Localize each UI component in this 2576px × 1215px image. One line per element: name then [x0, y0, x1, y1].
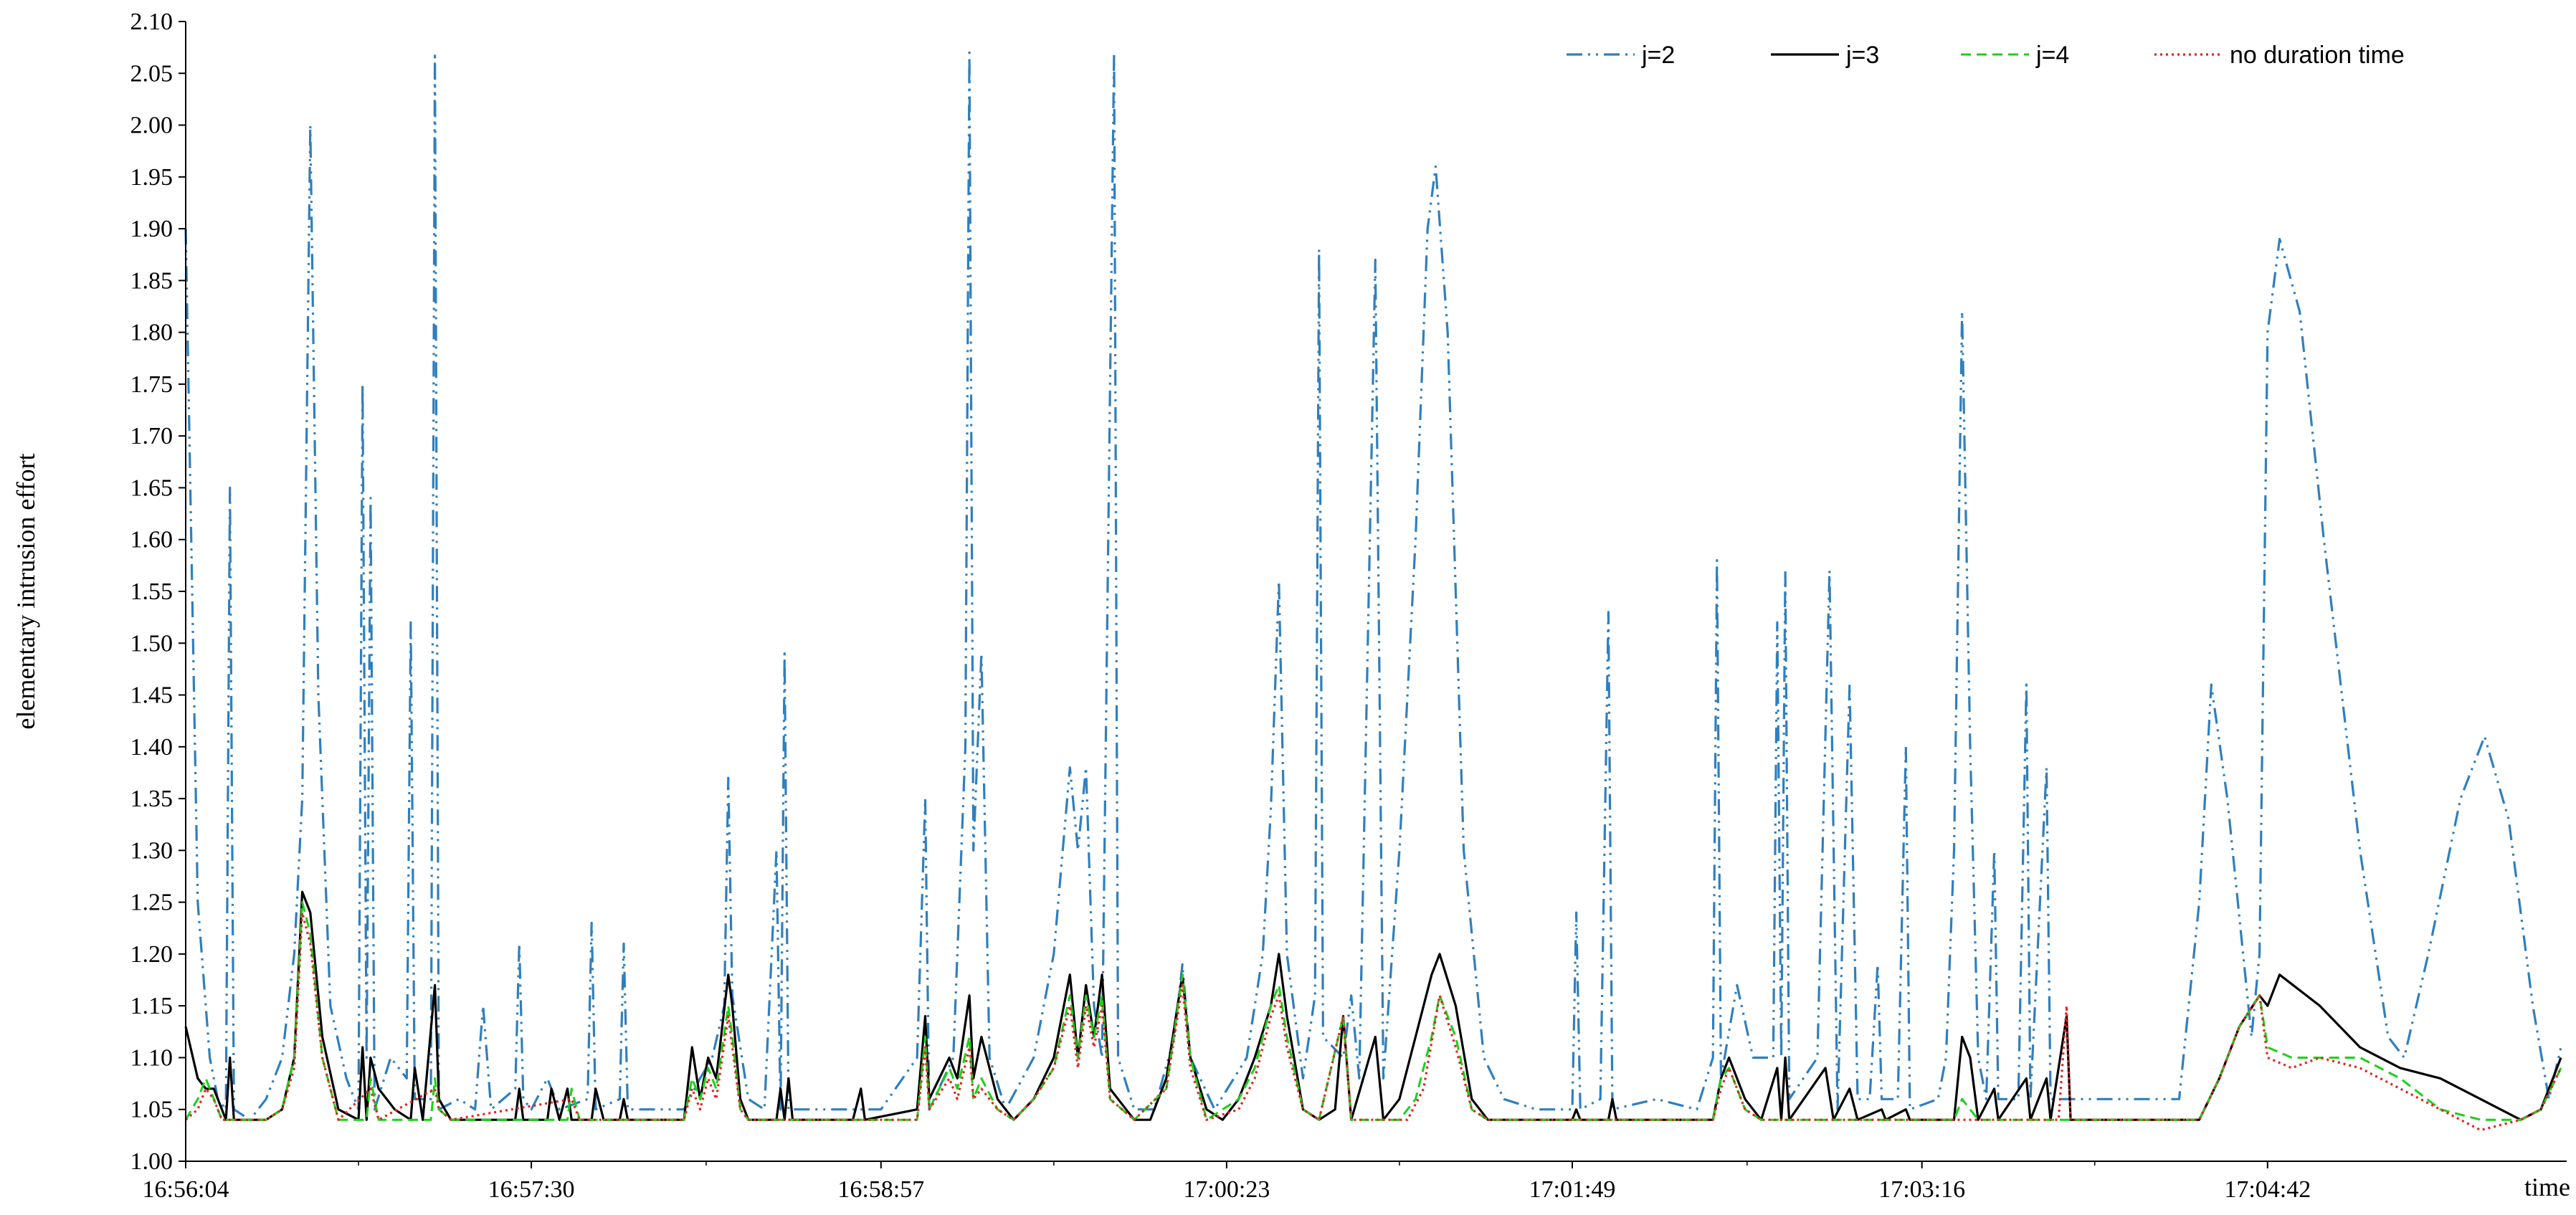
y-ticks: 1.00 1.05 1.10 1.15 1.20 1.25 1.30 1.35 1.40 1.45…	[130, 9, 186, 1175]
y-tick-label: 1.70	[130, 423, 174, 449]
y-tick-label: 1.55	[130, 578, 174, 605]
y-tick-label: 1.10	[130, 1044, 174, 1071]
y-tick-label: 1.90	[130, 216, 174, 242]
series-line-4	[184, 911, 2562, 1132]
y-tick-label: 1.20	[130, 941, 174, 968]
legend: j=2 j=3 j=4 no duration time	[1567, 42, 2405, 69]
x-axis-title: time	[2524, 1173, 2570, 1201]
y-tick-label: 1.85	[130, 267, 174, 294]
y-tick-label: 1.35	[130, 786, 174, 812]
y-tick-label: 2.00	[130, 113, 174, 139]
y-tick-label: 1.40	[130, 734, 174, 761]
y-tick-label: 1.95	[130, 164, 174, 191]
axes	[185, 22, 2567, 1162]
y-tick-label: 2.05	[130, 60, 174, 87]
y-tick-label: 1.50	[130, 630, 174, 657]
series-line-3	[184, 901, 2562, 1121]
y-tick-label: 1.30	[130, 837, 174, 864]
y-tick-label: 1.75	[130, 371, 174, 398]
x-tick-label: 17:04:42	[2224, 1176, 2311, 1203]
y-tick-label: 1.45	[130, 682, 174, 709]
y-axis-title: elementary intrusion effort	[11, 453, 40, 729]
x-tick-label: 16:56:04	[143, 1176, 229, 1203]
y-tick-label: 1.80	[130, 320, 174, 346]
legend-label-1: j=2	[1641, 42, 1675, 69]
x-tick-label: 17:03:16	[1878, 1176, 1965, 1203]
x-tick-label: 17:01:49	[1529, 1176, 1616, 1203]
y-tick-label: 1.65	[130, 475, 174, 501]
plot-lines	[184, 51, 2562, 1132]
y-tick-label: 1.60	[130, 527, 174, 553]
x-tick-label: 16:57:30	[488, 1176, 575, 1203]
y-tick-label: 1.00	[130, 1148, 174, 1175]
y-tick-label: 2.10	[130, 9, 174, 35]
x-tick-label: 17:00:23	[1183, 1176, 1270, 1203]
y-tick-label: 1.25	[130, 890, 174, 916]
legend-label-4: no duration time	[2230, 42, 2405, 69]
legend-label-3: j=4	[2035, 42, 2069, 69]
series-line-2	[184, 890, 2562, 1121]
y-tick-label: 1.15	[130, 993, 174, 1019]
series-line-1	[184, 51, 2562, 1121]
x-tick-label: 16:58:57	[837, 1176, 924, 1203]
legend-label-2: j=3	[1845, 42, 1879, 69]
y-tick-label: 1.05	[130, 1097, 174, 1123]
x-ticks: 16:56:04 16:57:30 16:58:57 17:00:23 17:01:49…	[143, 1161, 2311, 1203]
